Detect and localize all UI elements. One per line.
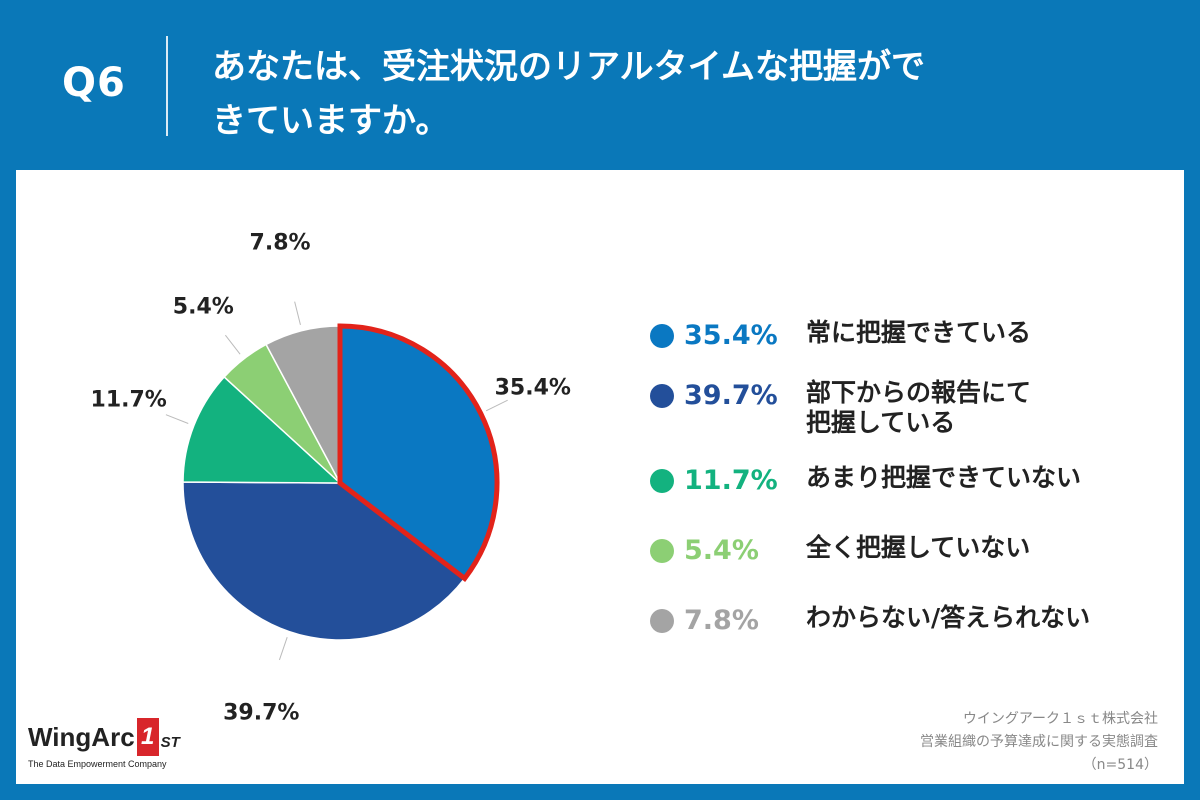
legend-dot <box>650 539 674 563</box>
chart-card: 35.4% 39.7% 11.7% 5.4% 7.8% 35.4% 常に把握できている 39… <box>16 170 1184 784</box>
legend-dot <box>650 469 674 493</box>
question-line-2: きていますか。 <box>212 101 450 141</box>
legend-percent: 5.4% <box>684 535 759 566</box>
legend-percent: 39.7% <box>684 380 778 411</box>
legend-label: 常に把握できている <box>806 318 1032 347</box>
legend-item: 39.7% 部下からの報告にて 把握している <box>650 378 1136 438</box>
legend-item: 35.4% 常に把握できている <box>650 318 1136 354</box>
question-line-1: あなたは、受注状況のリアルタイムな把握がで <box>212 47 925 87</box>
leader-line-5 <box>294 301 301 325</box>
leader-line-4 <box>224 334 241 355</box>
highlight-outline <box>337 323 500 582</box>
legend-dot <box>650 609 674 633</box>
question-title: あなたは、受注状況のリアルタイムな把握がで きていますか。 <box>212 40 972 148</box>
legend-label: わからない/答えられない <box>806 603 1091 632</box>
leader-line-2 <box>278 637 288 661</box>
legend-item: 11.7% あまり把握できていない <box>650 463 1136 499</box>
source-line-2: 営業組織の予算達成に関する実態調査 <box>920 734 1158 750</box>
legend-item: 7.8% わからない/答えられない <box>650 603 1136 639</box>
leader-line-3 <box>165 414 189 424</box>
pie-value-label-3: 11.7% <box>90 387 167 413</box>
question-number: Q6 <box>62 60 126 106</box>
logo-tagline: The Data Empowerment Company <box>28 759 167 769</box>
legend-dot <box>650 324 674 348</box>
pie-value-label-5: 7.8% <box>249 230 311 256</box>
logo-word: WingArc <box>28 721 135 752</box>
header-divider <box>166 36 168 136</box>
logo-number-badge: 1 <box>136 718 159 756</box>
legend-percent: 35.4% <box>684 320 778 351</box>
legend-item: 5.4% 全く把握していない <box>650 533 1136 569</box>
legend-percent: 7.8% <box>684 605 759 636</box>
legend-label: 部下からの報告にて 把握している <box>806 378 1032 437</box>
legend-label: あまり把握できていない <box>806 463 1082 492</box>
pie-value-label-4: 5.4% <box>172 294 234 320</box>
logo-suffix: ST <box>160 733 180 751</box>
legend-percent: 11.7% <box>684 465 778 496</box>
header-bar: Q6 あなたは、受注状況のリアルタイムな把握がで きていますか。 <box>0 0 1200 170</box>
source-line-3: （n=514） <box>1082 757 1158 773</box>
pie-slice-3 <box>182 375 342 484</box>
source-line-1: ウイングアーク１ｓｔ株式会社 <box>962 711 1158 727</box>
legend-dot <box>650 384 674 408</box>
pie-chart <box>165 301 508 661</box>
pie-value-label-1: 35.4% <box>494 375 571 401</box>
legend-label: 全く把握していない <box>806 533 1031 562</box>
leader-line-1 <box>485 399 508 412</box>
pie-value-label-2: 39.7% <box>223 700 300 726</box>
wingarc-logo: WingArc 1 ST The Data Empowerment Compan… <box>28 718 180 769</box>
pie-slice-2 <box>182 481 466 641</box>
source-note: ウイングアーク１ｓｔ株式会社 営業組織の予算達成に関する実態調査 （n=514） <box>920 708 1158 777</box>
